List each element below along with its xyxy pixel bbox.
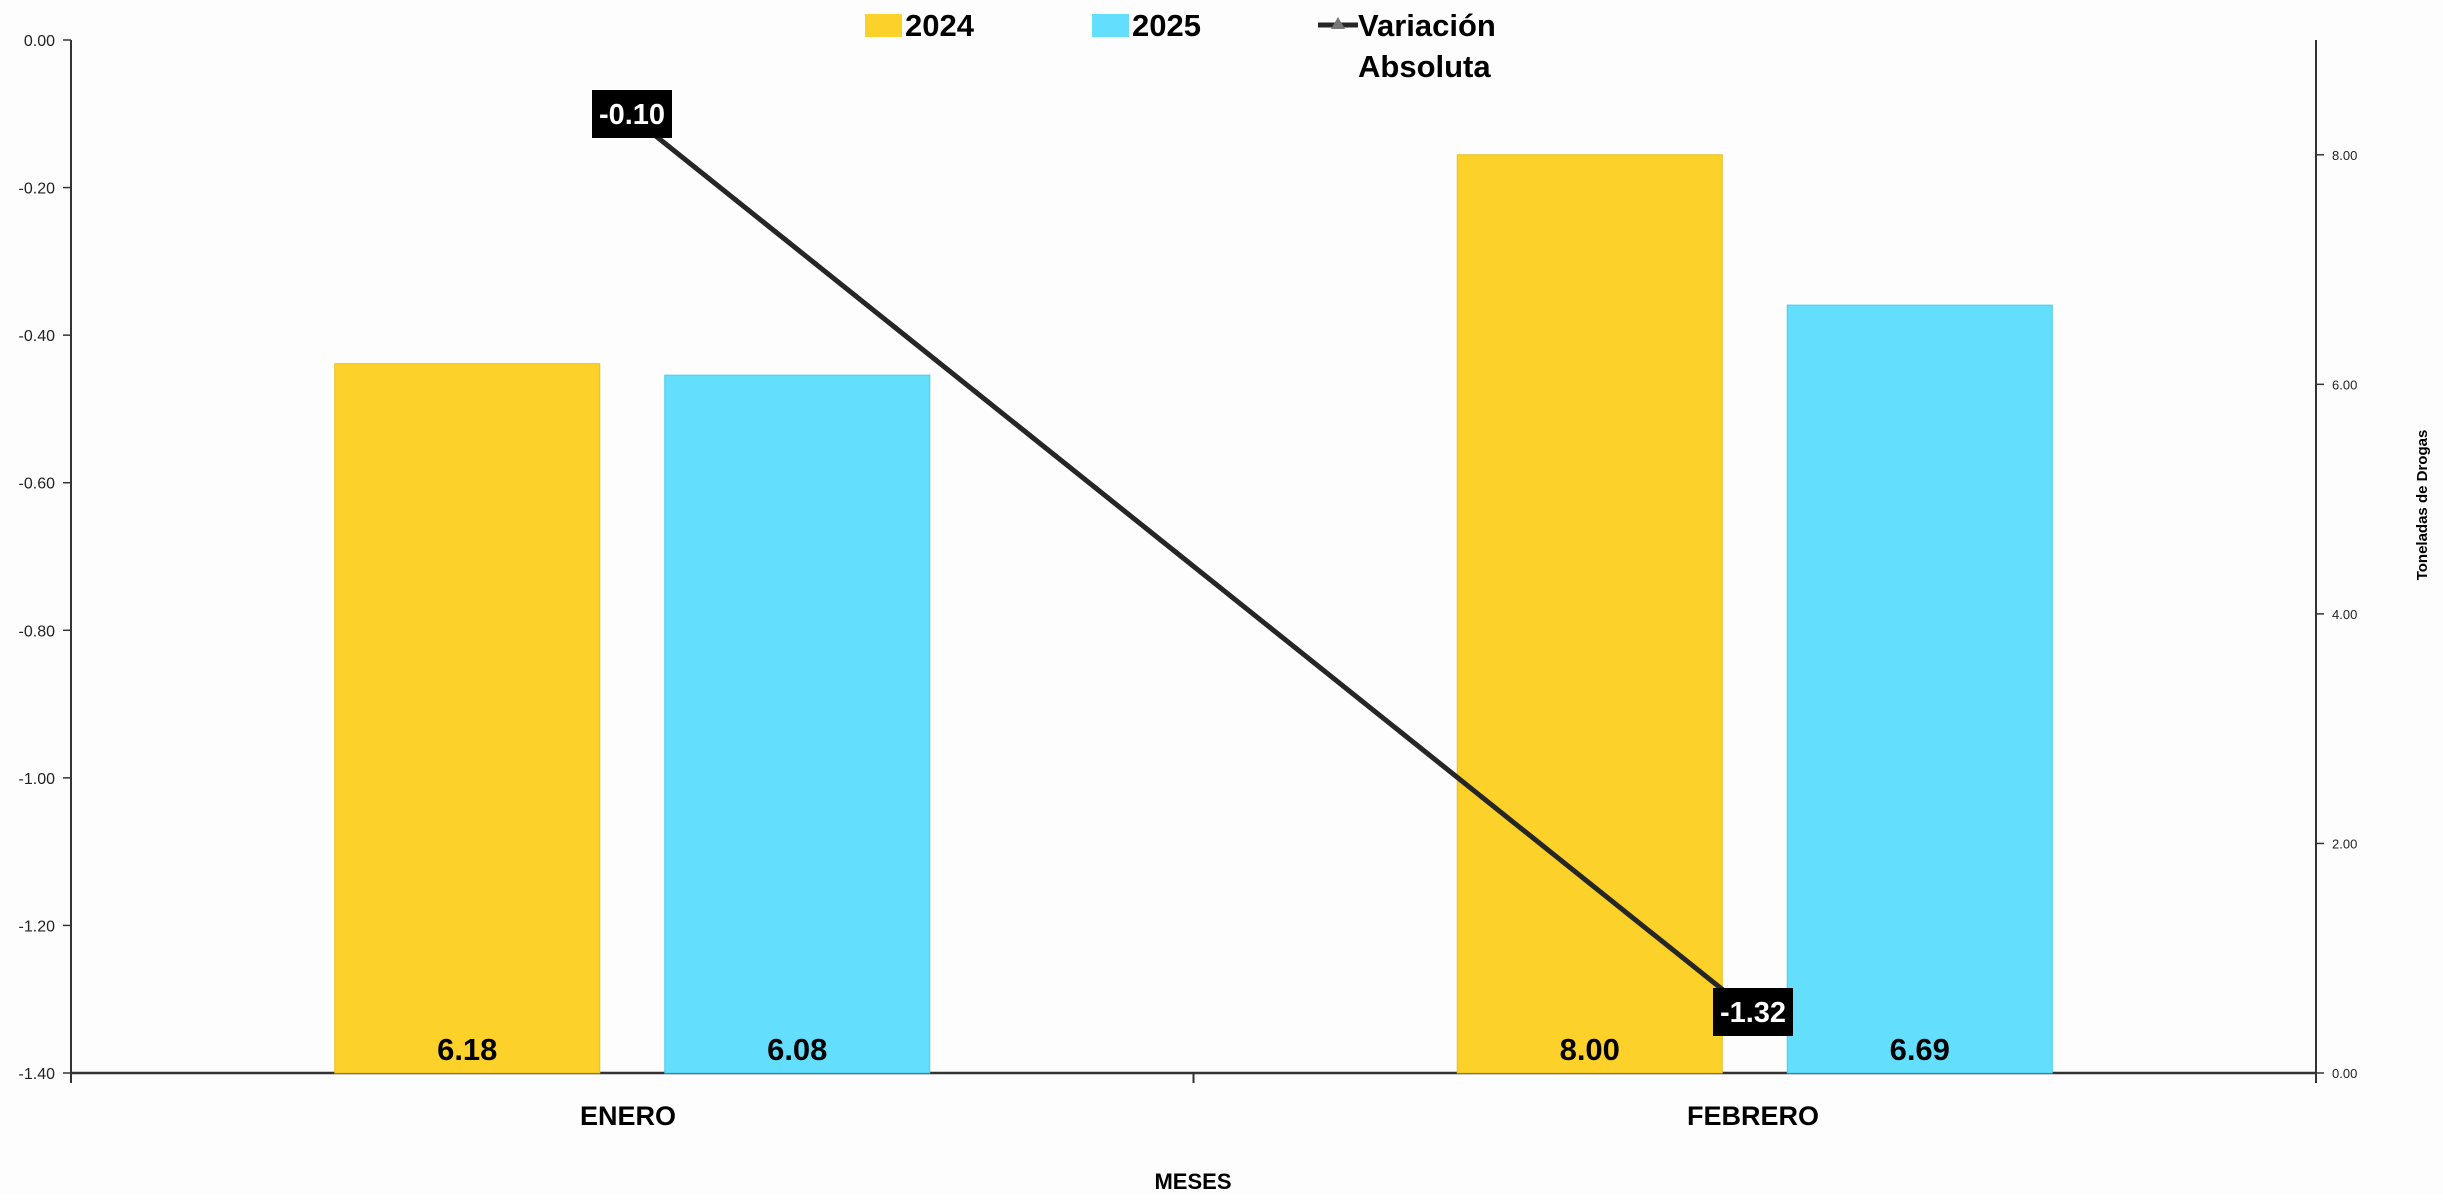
x-axis-title: MESES [1154, 1169, 1231, 1194]
bar-value-label: 8.00 [1560, 1032, 1620, 1067]
bar-2024-febrero [1456, 154, 1723, 1074]
bar-labels-layer: 6.18 6.08 8.00 6.69 [437, 1032, 1950, 1067]
left-tick-label: -0.80 [19, 623, 56, 640]
variation-label-box [592, 90, 672, 138]
left-tick-label: -0.40 [19, 328, 56, 345]
x-ticks [70, 1073, 2317, 1083]
left-tick-label: -1.40 [19, 1066, 56, 1083]
right-tick-label: 8.00 [2332, 148, 2357, 163]
bar-2024-enero [334, 363, 601, 1074]
left-tick-label: -1.20 [19, 918, 56, 935]
legend-label-variacion-line2: Absoluta [1358, 49, 1491, 84]
bar-value-label: 6.18 [437, 1032, 497, 1067]
legend-label-2025: 2025 [1132, 8, 1201, 43]
right-tick-label: 2.00 [2332, 836, 2357, 851]
category-label-febrero: FEBRERO [1687, 1101, 1819, 1131]
left-tick-label: -0.20 [19, 181, 56, 198]
left-tick-label: -0.60 [19, 476, 56, 493]
y2-axis-title: Toneladas de Drogas [2414, 430, 2431, 581]
right-ticks: 0.00 2.00 4.00 6.00 8.00 [2316, 148, 2357, 1081]
triangle-marker-icon [1331, 17, 1345, 29]
right-tick-label: 6.00 [2332, 377, 2357, 392]
legend-swatch-2025 [1092, 14, 1129, 37]
bar-value-label: 6.08 [767, 1032, 827, 1067]
variacion-line [626, 111, 1755, 1016]
right-tick-label: 4.00 [2332, 607, 2357, 622]
bar-value-label: 6.69 [1890, 1032, 1950, 1067]
bar-2025-enero [664, 374, 931, 1074]
left-ticks: 0.00 -0.20 -0.40 -0.60 -0.80 -1.00 -1.20 -1.40 [19, 33, 71, 1083]
legend: 2024 2025 Variación Absoluta [865, 8, 1496, 84]
left-tick-label: 0.00 [24, 33, 55, 50]
legend-label-variacion-line1: Variación [1358, 8, 1496, 43]
legend-label-2024: 2024 [905, 8, 975, 43]
variation-value-label: -0.10 [599, 99, 665, 131]
variation-value-label: -1.32 [1720, 997, 1786, 1029]
left-tick-label: -1.00 [19, 771, 56, 788]
category-label-enero: ENERO [580, 1101, 676, 1131]
var-labels-layer: -0.10 -1.32 [592, 90, 1793, 1036]
legend-swatch-2024 [865, 14, 902, 37]
variation-label-box [1713, 988, 1793, 1036]
right-tick-label: 0.00 [2332, 1066, 2357, 1081]
bar-2025-febrero [1786, 304, 2053, 1074]
bars-layer [334, 154, 2053, 1074]
